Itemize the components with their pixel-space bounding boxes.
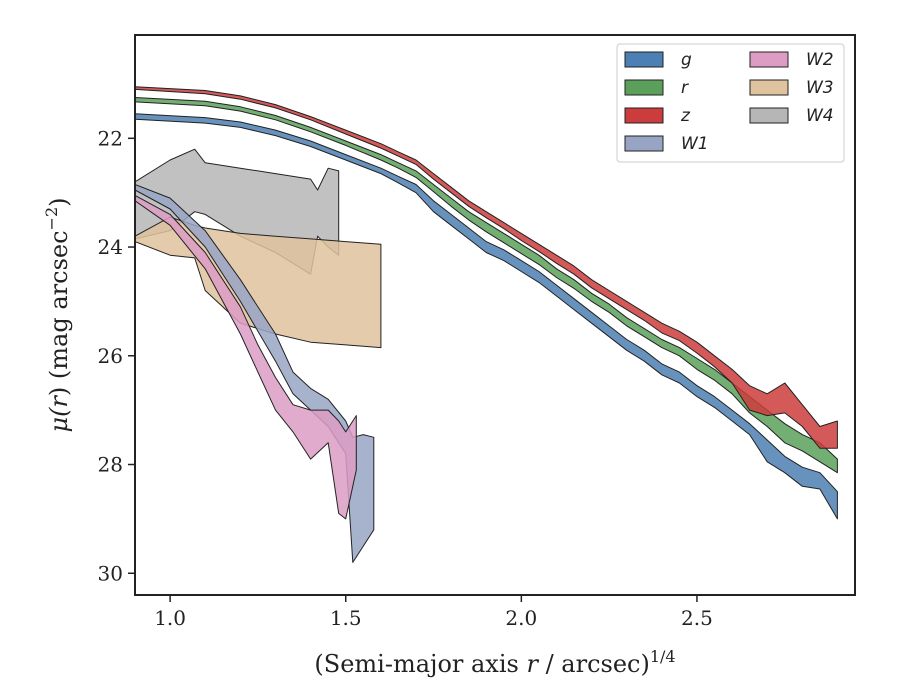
axis-ticks: 1.0 1.5 2.0 2.5 22 24 26 28 30 <box>98 126 713 630</box>
legend-swatch-r <box>624 79 664 96</box>
legend-box <box>616 43 845 163</box>
x-axis-label: (Semi-major axis r / arcsec)1/4 <box>314 647 675 678</box>
x-axis-label-rest: / arcsec) <box>538 650 650 678</box>
y-axis-label-mu: μ( <box>45 407 73 433</box>
legend-label-r: r <box>681 78 689 98</box>
legend-label-w1: W1 <box>681 134 709 154</box>
legend-swatch-w4 <box>749 107 789 124</box>
series-bands <box>135 86 838 563</box>
x-tick-label: 2.5 <box>681 606 713 630</box>
band-r <box>135 97 838 474</box>
legend-label-w2: W2 <box>806 50 834 70</box>
y-axis-label-sup: −2 <box>42 207 61 231</box>
y-tick-label: 28 <box>98 453 123 477</box>
band-w1 <box>135 184 375 563</box>
x-axis-label-sup: 1/4 <box>650 647 676 666</box>
y-axis-label-var: r <box>45 395 73 408</box>
y-axis-label-rest: ) (mag arcsec <box>45 230 73 396</box>
x-tick-label: 1.5 <box>330 606 362 630</box>
legend-swatch-w1 <box>624 135 664 152</box>
y-tick-label: 30 <box>98 561 123 585</box>
legend-label-z: z <box>680 106 691 126</box>
legend: grz W1 W2 W3 W4 <box>616 43 845 163</box>
legend-swatch-g <box>624 51 664 68</box>
legend-label-w3: W3 <box>806 78 834 98</box>
band-w2 <box>135 194 357 520</box>
x-axis-label-var: r <box>526 650 539 678</box>
y-axis-label: μ(r) (mag arcsec−2) <box>42 197 73 432</box>
x-tick-label: 2.0 <box>505 606 537 630</box>
y-tick-label: 22 <box>98 126 123 150</box>
band-z <box>135 86 838 449</box>
band-g <box>135 113 838 520</box>
legend-swatch-w3 <box>749 79 789 96</box>
legend-label-w4: W4 <box>806 106 834 126</box>
x-axis-label-main: (Semi-major axis <box>314 650 526 678</box>
y-tick-label: 26 <box>98 344 123 368</box>
legend-label-g: g <box>681 50 692 70</box>
y-axis-label-end: ) <box>45 197 73 206</box>
x-tick-label: 1.0 <box>154 606 186 630</box>
legend-swatch-z <box>624 107 664 124</box>
y-tick-label: 24 <box>98 235 123 259</box>
legend-swatch-w2 <box>749 51 789 68</box>
plot-frame <box>134 34 856 596</box>
